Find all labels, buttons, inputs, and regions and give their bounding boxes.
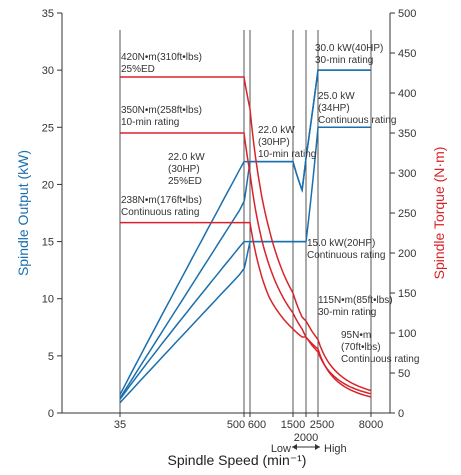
y-left-tick-label-3: 15 [42,237,54,249]
gear-high-arrowhead [315,444,320,450]
annotation-6-line-2: Continuous rating [318,115,396,126]
torque-line-1 [120,132,372,395]
y-left-tick-label-0: 0 [48,408,54,420]
y-axis-right-title: Spindle Torque (N·m) [431,147,447,280]
y-right-tick-label-2: 100 [398,328,416,340]
annotation-9-line-0: 95N•m [341,330,371,341]
annotation-7-line-1: Continuous rating [307,250,385,261]
annotation-1-line-0: 350N•m(258ft•lbs) [121,105,202,116]
y-left-tick-label-5: 25 [42,122,54,134]
y-left-tick-label-2: 10 [42,294,54,306]
annotation-6-line-1: (34HP) [318,103,350,114]
annotation-7-line-0: 15.0 kW(20HP) [307,238,375,249]
annotation-5-line-1: 30-min rating [315,55,373,66]
annotation-8-line-0: 115N•m(85ft•lbs) [318,295,393,306]
x-tick-label-6: 8000 [359,419,383,431]
gear-range-indicator: Low High [271,443,347,455]
gear-low-label: Low [271,443,291,455]
x-tick-label-5: 2500 [310,419,334,431]
x-tick-label-4: 2000 [294,432,318,444]
gear-high-label: High [324,443,347,455]
x-tick-label-3: 1500 [281,419,305,431]
annotation-2-line-1: (30HP) [258,137,290,148]
torque-line-2 [120,221,372,398]
gear-low-arrowhead [292,444,297,450]
y-left-tick-label-4: 20 [42,179,54,191]
y-right-tick-label-3: 150 [398,288,416,300]
y-left-tick-label-7: 35 [42,8,54,20]
output-line-3 [119,126,371,404]
annotation-0-line-1: 25%ED [121,64,155,75]
annotation-6-line-0: 25.0 kW [318,91,355,102]
y-right-tick-label-8: 400 [398,88,416,100]
annotation-4-line-1: Continuous rating [121,207,199,218]
y-right-tick-label-9: 450 [398,48,416,60]
x-tick-label-0: 35 [114,419,126,431]
x-tick-label-2: 600 [248,419,266,431]
torque-line-0 [120,76,372,392]
y-right-tick-label-7: 350 [398,128,416,140]
y-right-tick-label-0: 0 [398,408,404,420]
annotation-3-line-0: 22.0 kW [168,152,205,163]
annotation-3-line-2: 25%ED [168,176,202,187]
y-right-tick-label-5: 250 [398,208,416,220]
y-right-tick-label-10: 500 [398,8,416,20]
y-right-tick-label-1: 50 [398,368,410,380]
y-right-tick-label-4: 200 [398,248,416,260]
y-axis-left-title: Spindle Output (kW) [15,150,31,276]
annotation-8-line-1: 30-min rating [318,307,376,318]
x-tick-label-1: 500 [227,419,245,431]
output-line-2 [119,240,306,400]
annotation-2-line-2: 10-min rating [258,149,316,160]
x-axis-title: Spindle Speed (min⁻¹) [168,452,307,468]
y-left-tick-label-1: 5 [48,351,54,363]
annotation-2-line-0: 22.0 kW [258,125,295,136]
annotation-4-line-0: 238N•m(176ft•lbs) [121,195,202,206]
y-right-tick-label-6: 300 [398,168,416,180]
annotation-3-line-1: (30HP) [168,164,200,175]
annotation-5-line-0: 30.0 kW(40HP) [315,43,383,54]
annotation-9-line-2: Continuous rating [341,354,419,365]
annotation-1-line-1: 10-min rating [121,117,179,128]
y-left-tick-label-6: 30 [42,65,54,77]
annotation-9-line-1: (70ft•lbs) [341,342,381,353]
annotation-0-line-0: 420N•m(310ft•lbs) [121,52,202,63]
output-line-1 [119,69,371,399]
